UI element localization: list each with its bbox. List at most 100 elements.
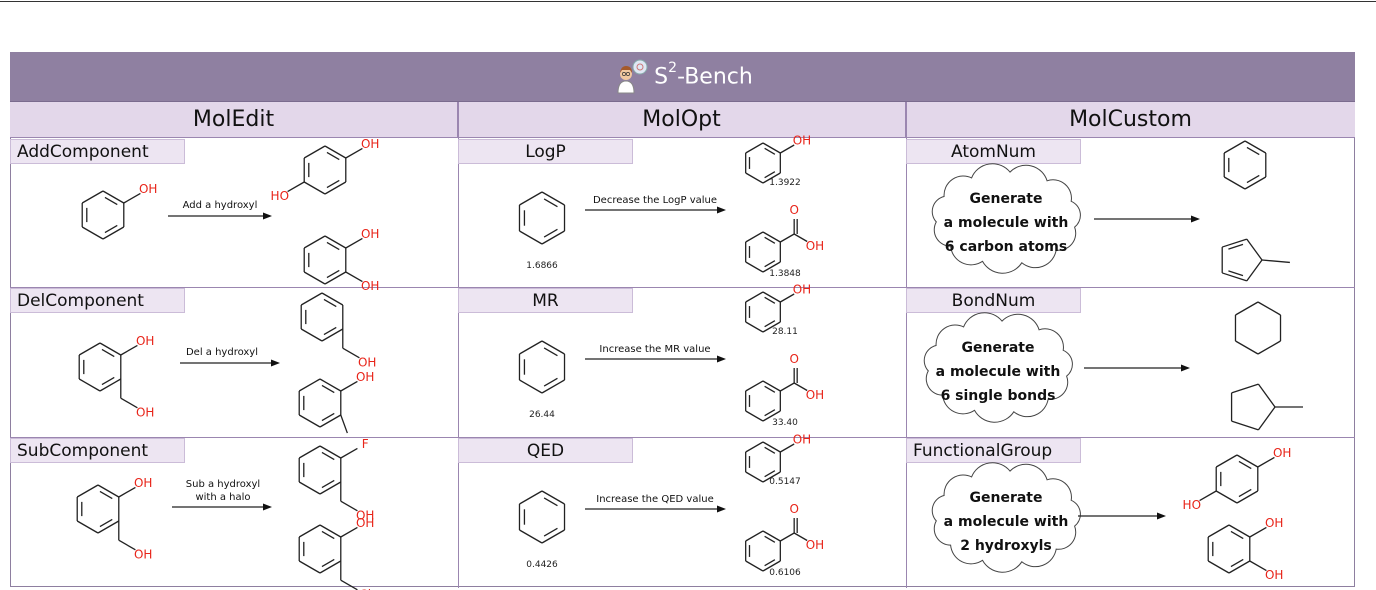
atom-label-oh: OH bbox=[806, 538, 824, 552]
bond bbox=[120, 344, 138, 356]
bond bbox=[745, 560, 764, 572]
cloud-text-line: 2 hydroxyls bbox=[960, 538, 1052, 554]
double-bond bbox=[99, 518, 113, 528]
bond bbox=[345, 147, 363, 159]
catechol: OH OH bbox=[1207, 516, 1283, 582]
bond bbox=[324, 235, 347, 249]
bond bbox=[762, 321, 781, 333]
source-value: 1.6866 bbox=[526, 261, 558, 271]
bond bbox=[762, 560, 781, 572]
target-value: 1.3922 bbox=[769, 178, 801, 188]
instruction-text: Add a hydroxyl bbox=[183, 200, 258, 211]
benzene bbox=[1223, 140, 1267, 190]
bond bbox=[779, 443, 795, 453]
bond bbox=[779, 532, 795, 542]
double-bond bbox=[543, 527, 558, 537]
double-bond bbox=[1238, 488, 1252, 498]
bond bbox=[342, 347, 360, 359]
task-label-functionalgroup: FunctionalGroup bbox=[906, 438, 1081, 463]
bond bbox=[345, 237, 363, 249]
bond bbox=[745, 380, 764, 392]
atom-label-oh: OH bbox=[134, 476, 152, 490]
target-value: 1.3848 bbox=[769, 269, 801, 279]
bond bbox=[1257, 340, 1281, 355]
bond bbox=[319, 524, 342, 538]
phenol: OH 28.11 bbox=[745, 283, 811, 337]
bond bbox=[1244, 176, 1267, 190]
double-bond bbox=[1228, 270, 1244, 277]
bond bbox=[745, 441, 764, 453]
bond bbox=[340, 380, 358, 392]
task-label-mr: MR bbox=[458, 288, 633, 313]
double-bond bbox=[101, 376, 115, 386]
row-divider bbox=[10, 437, 1355, 438]
atom-label-oh: OH bbox=[356, 370, 374, 384]
bond bbox=[1231, 420, 1259, 431]
arrow-head bbox=[263, 503, 272, 511]
bond bbox=[762, 441, 781, 453]
double-bond bbox=[764, 446, 776, 454]
bond bbox=[762, 142, 781, 154]
double-bond bbox=[1246, 146, 1260, 156]
bond bbox=[793, 532, 808, 542]
bond bbox=[793, 382, 808, 392]
cloud-shape bbox=[923, 312, 1073, 423]
bond bbox=[541, 529, 565, 544]
task-label-logp: LogP bbox=[458, 139, 633, 164]
bond bbox=[324, 271, 347, 285]
bond bbox=[319, 414, 342, 428]
task-label-delcomponent: DelComponent bbox=[10, 288, 185, 313]
bond bbox=[345, 271, 363, 283]
bond bbox=[1246, 238, 1263, 261]
double-bond bbox=[543, 347, 558, 357]
cloud-shape bbox=[931, 163, 1081, 274]
task-label-subcomponent: SubComponent bbox=[10, 438, 185, 463]
bond bbox=[745, 410, 764, 422]
bond bbox=[118, 539, 136, 551]
bond bbox=[541, 490, 565, 505]
instruction-text: Del a hydroxyl bbox=[186, 347, 258, 358]
title-bar: S2-Bench bbox=[10, 52, 1355, 102]
bond bbox=[76, 484, 99, 498]
column-divider bbox=[458, 102, 459, 588]
double-bond bbox=[326, 179, 340, 189]
bond bbox=[303, 181, 326, 195]
atom-label-ho: HO bbox=[1183, 498, 1201, 512]
double-bond bbox=[543, 497, 558, 507]
bond bbox=[298, 560, 321, 574]
double-bond bbox=[764, 470, 776, 478]
bond bbox=[745, 142, 764, 154]
atom-label-oh: OH bbox=[793, 134, 811, 148]
double-bond bbox=[764, 320, 776, 328]
chloromethyl-phenol: OH Cl bbox=[298, 516, 374, 590]
bond bbox=[1244, 140, 1267, 154]
bond bbox=[78, 342, 101, 356]
benzoic-acid: O OH bbox=[745, 352, 824, 422]
benzyl-alcohol: OH bbox=[300, 292, 376, 369]
instruction-text: Increase the QED value bbox=[596, 494, 713, 505]
instruction-text: with a halo bbox=[195, 492, 250, 503]
double-bond bbox=[764, 559, 776, 567]
double-bond bbox=[321, 384, 335, 394]
cloud-text-line: Generate bbox=[962, 340, 1035, 356]
bond bbox=[519, 490, 543, 505]
bond bbox=[793, 233, 808, 243]
double-bond bbox=[1228, 243, 1244, 250]
arrow-head bbox=[263, 212, 272, 220]
prompt-cloud: Generate a molecule with 2 hydroxyls bbox=[931, 462, 1081, 573]
benzene: 1.6866 bbox=[518, 191, 566, 271]
bond bbox=[81, 190, 104, 204]
bond bbox=[120, 397, 138, 409]
double-bond bbox=[104, 224, 118, 234]
bond bbox=[745, 471, 764, 483]
bond bbox=[298, 378, 321, 392]
hydroquinone: OH HO bbox=[1183, 446, 1292, 512]
target-value: 28.11 bbox=[772, 327, 798, 337]
double-bond bbox=[543, 228, 558, 238]
bond bbox=[762, 471, 781, 483]
arrow-sub: Sub a hydroxyl with a halo bbox=[172, 479, 272, 511]
fluorobenzyl-alcohol: F OH bbox=[298, 437, 374, 522]
hydroquinone: OH HO bbox=[271, 137, 380, 203]
atom-label-oh: OH bbox=[134, 547, 152, 561]
atom-label-oh: OH bbox=[356, 508, 374, 522]
